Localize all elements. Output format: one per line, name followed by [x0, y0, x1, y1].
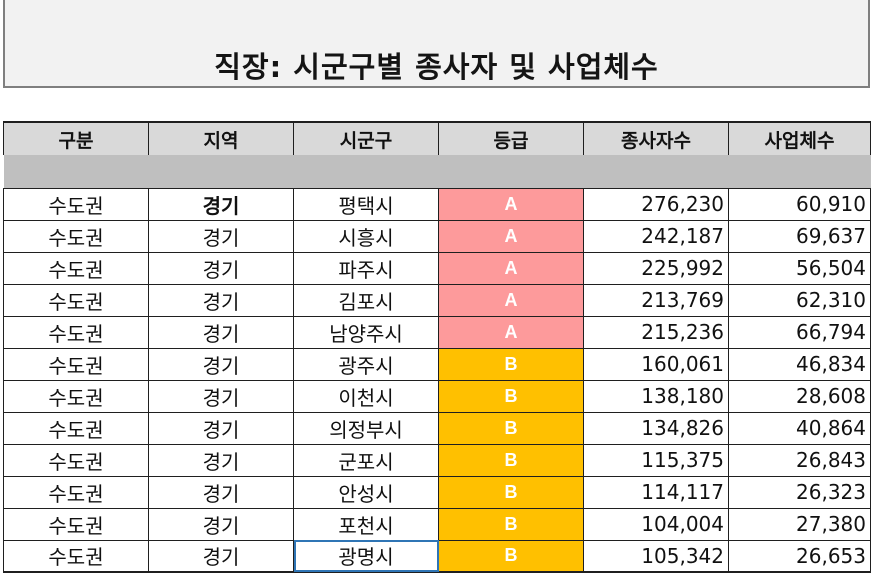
header-cell-grade[interactable]: 등급: [438, 121, 584, 155]
cell-businesses[interactable]: 40,864: [728, 411, 871, 445]
cell-workers[interactable]: 115,375: [583, 443, 729, 477]
cell-region-group[interactable]: 수도권: [3, 347, 149, 381]
table-row: 수도권 경기 포천시 B 104,004 27,380: [3, 507, 871, 541]
cell-grade[interactable]: B: [438, 475, 584, 509]
cell-businesses[interactable]: 60,910: [728, 187, 871, 221]
cell-region-group[interactable]: 수도권: [3, 315, 149, 349]
cell-region[interactable]: 경기: [148, 379, 294, 413]
cell-region-group[interactable]: 수도권: [3, 219, 149, 253]
cell-region-group[interactable]: 수도권: [3, 251, 149, 285]
cell-grade[interactable]: A: [438, 315, 584, 349]
title-box[interactable]: 직장: 시군구별 종사자 및 사업체수: [3, 0, 870, 88]
cell-region[interactable]: 경기: [148, 539, 294, 573]
cell-city[interactable]: 이천시: [293, 379, 439, 413]
cell-businesses[interactable]: 46,834: [728, 347, 871, 381]
table-row: 수도권 경기 파주시 A 225,992 56,504: [3, 251, 871, 285]
cell-businesses[interactable]: 26,323: [728, 475, 871, 509]
table-row: 수도권 경기 의정부시 B 134,826 40,864: [3, 411, 871, 445]
cell-city[interactable]: 파주시: [293, 251, 439, 285]
header-separator: [3, 155, 871, 188]
cell-workers[interactable]: 134,826: [583, 411, 729, 445]
cell-city[interactable]: 의정부시: [293, 411, 439, 445]
cell-region[interactable]: 경기: [148, 507, 294, 541]
cell-region[interactable]: 경기: [148, 251, 294, 285]
table-row: 수도권 경기 남양주시 A 215,236 66,794: [3, 315, 871, 349]
cell-grade[interactable]: B: [438, 411, 584, 445]
cell-city[interactable]: 군포시: [293, 443, 439, 477]
cell-businesses[interactable]: 62,310: [728, 283, 871, 317]
cell-city[interactable]: 포천시: [293, 507, 439, 541]
header-cell-city[interactable]: 시군구: [293, 121, 439, 155]
cell-region[interactable]: 경기: [148, 219, 294, 253]
cell-city[interactable]: 안성시: [293, 475, 439, 509]
cell-businesses[interactable]: 27,380: [728, 507, 871, 541]
cell-region-group[interactable]: 수도권: [3, 475, 149, 509]
cell-grade[interactable]: B: [438, 443, 584, 477]
cell-city[interactable]: 광주시: [293, 347, 439, 381]
table-row: 수도권 경기 이천시 B 138,180 28,608: [3, 379, 871, 413]
cell-grade[interactable]: A: [438, 219, 584, 253]
cell-region[interactable]: 경기: [148, 475, 294, 509]
cell-grade[interactable]: A: [438, 251, 584, 285]
table-row: 수도권 경기 광명시 B 105,342 26,653: [3, 539, 871, 573]
cell-city[interactable]: 김포시: [293, 283, 439, 317]
cell-city[interactable]: 시흥시: [293, 219, 439, 253]
cell-region[interactable]: 경기: [148, 347, 294, 381]
table-row: 수도권 경기 군포시 B 115,375 26,843: [3, 443, 871, 477]
cell-region[interactable]: 경기: [148, 411, 294, 445]
cell-region-group[interactable]: 수도권: [3, 283, 149, 317]
header-cell-region[interactable]: 지역: [148, 121, 294, 155]
cell-businesses[interactable]: 69,637: [728, 219, 871, 253]
cell-workers[interactable]: 105,342: [583, 539, 729, 573]
table-body: 수도권 경기 평택시 A 276,230 60,910 수도권 경기 시흥시 A 242,187 69…: [3, 187, 871, 573]
header-cell-group[interactable]: 구분: [3, 121, 149, 155]
cell-city[interactable]: 광명시: [293, 539, 439, 573]
cell-region[interactable]: 경기: [148, 283, 294, 317]
cell-workers[interactable]: 242,187: [583, 219, 729, 253]
cell-workers[interactable]: 276,230: [583, 187, 729, 221]
cell-workers[interactable]: 138,180: [583, 379, 729, 413]
cell-businesses[interactable]: 66,794: [728, 315, 871, 349]
sheet-title: 직장: 시군구별 종사자 및 사업체수: [214, 50, 659, 84]
cell-businesses[interactable]: 26,653: [728, 539, 871, 573]
cell-grade[interactable]: B: [438, 347, 584, 381]
cell-region-group[interactable]: 수도권: [3, 443, 149, 477]
cell-workers[interactable]: 225,992: [583, 251, 729, 285]
cell-region-group[interactable]: 수도권: [3, 379, 149, 413]
cell-city[interactable]: 남양주시: [293, 315, 439, 349]
cell-region-group[interactable]: 수도권: [3, 507, 149, 541]
table-row: 수도권 경기 평택시 A 276,230 60,910: [3, 187, 871, 221]
cell-businesses[interactable]: 56,504: [728, 251, 871, 285]
table-row: 수도권 경기 안성시 B 114,117 26,323: [3, 475, 871, 509]
table-row: 수도권 경기 김포시 A 213,769 62,310: [3, 283, 871, 317]
data-table: 구분 지역 시군구 등급 종사자수 사업체수 수도권 경기 평택시 A 276,230 6…: [3, 121, 871, 573]
cell-grade[interactable]: B: [438, 507, 584, 541]
cell-region[interactable]: 경기: [148, 443, 294, 477]
cell-region[interactable]: 경기: [148, 187, 294, 221]
cell-region-group[interactable]: 수도권: [3, 539, 149, 573]
cell-businesses[interactable]: 28,608: [728, 379, 871, 413]
cell-region-group[interactable]: 수도권: [3, 411, 149, 445]
cell-grade[interactable]: A: [438, 187, 584, 221]
cell-workers[interactable]: 215,236: [583, 315, 729, 349]
cell-workers[interactable]: 114,117: [583, 475, 729, 509]
header-cell-workers[interactable]: 종사자수: [583, 121, 729, 155]
cell-grade[interactable]: A: [438, 283, 584, 317]
cell-region-group[interactable]: 수도권: [3, 187, 149, 221]
table-row: 수도권 경기 시흥시 A 242,187 69,637: [3, 219, 871, 253]
cell-city[interactable]: 평택시: [293, 187, 439, 221]
cell-workers[interactable]: 160,061: [583, 347, 729, 381]
cell-businesses[interactable]: 26,843: [728, 443, 871, 477]
cell-workers[interactable]: 213,769: [583, 283, 729, 317]
cell-grade[interactable]: B: [438, 539, 584, 573]
header-cell-businesses[interactable]: 사업체수: [728, 121, 871, 155]
table-row: 수도권 경기 광주시 B 160,061 46,834: [3, 347, 871, 381]
cell-workers[interactable]: 104,004: [583, 507, 729, 541]
header-row: 구분 지역 시군구 등급 종사자수 사업체수: [3, 121, 871, 155]
cell-grade[interactable]: B: [438, 379, 584, 413]
cell-region[interactable]: 경기: [148, 315, 294, 349]
